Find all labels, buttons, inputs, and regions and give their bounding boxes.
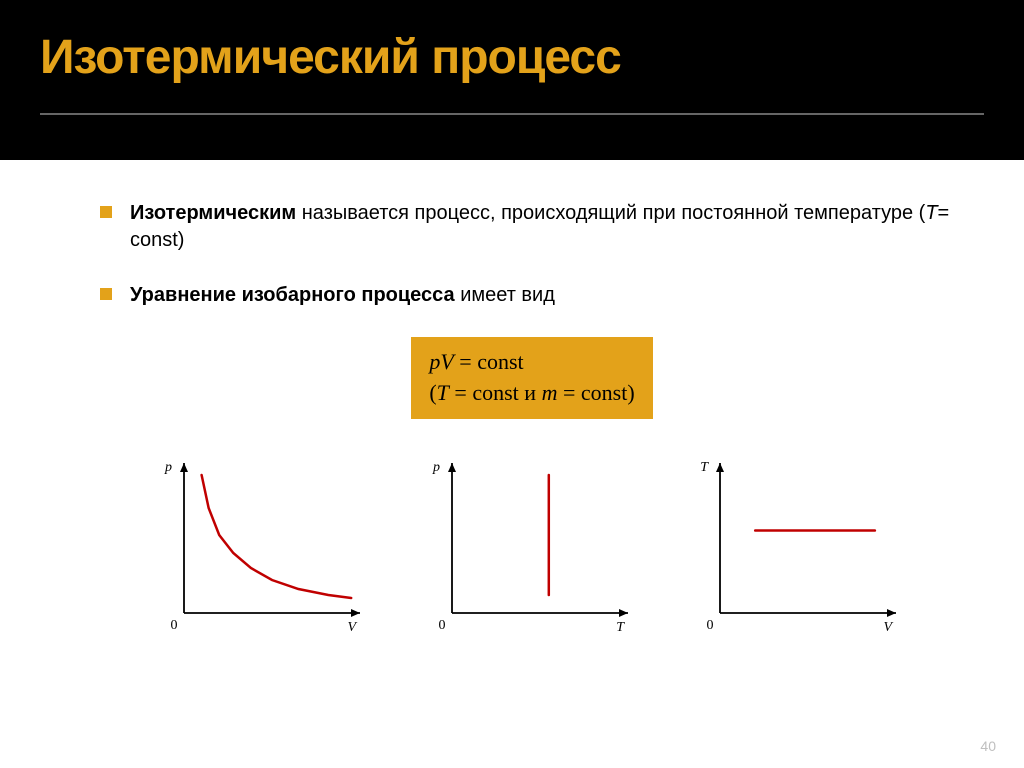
chart-pv: p V 0 <box>154 449 374 639</box>
svg-text:V: V <box>347 620 357 635</box>
chart-tv: T V 0 <box>690 449 910 639</box>
chart-pt: p T 0 <box>422 449 642 639</box>
bullet-text: Изотермическим называется процесс, проис… <box>130 200 964 254</box>
bullet-bold: Уравнение изобарного процесса <box>130 284 455 306</box>
equation-line-1: pV = const <box>429 347 634 378</box>
page-number: 40 <box>980 738 996 754</box>
chart-svg: p T 0 <box>422 449 642 639</box>
bullet-rest: называется процесс, происходящий при пос… <box>296 202 925 224</box>
bullet-item: Изотермическим называется процесс, проис… <box>100 200 964 254</box>
bullet-bold: Изотермическим <box>130 202 296 224</box>
chart-svg: T V 0 <box>690 449 910 639</box>
bullet-marker <box>100 206 112 218</box>
svg-text:p: p <box>164 460 172 475</box>
equation-box: pV = const (T = const и m = const) <box>411 337 652 419</box>
svg-text:T: T <box>616 620 625 635</box>
bullet-rest: имеет вид <box>455 284 555 306</box>
equation-wrap: pV = const (T = const и m = const) <box>100 337 964 419</box>
bullet-text: Уравнение изобарного процесса имеет вид <box>130 282 555 309</box>
svg-text:0: 0 <box>439 618 446 633</box>
charts-row: p V 0 p T 0 T V 0 <box>100 449 964 639</box>
bullet-item: Уравнение изобарного процесса имеет вид <box>100 282 964 309</box>
chart-svg: p V 0 <box>154 449 374 639</box>
slide-title: Изотермический процесс <box>40 30 984 85</box>
svg-text:0: 0 <box>707 618 714 633</box>
svg-text:V: V <box>883 620 893 635</box>
header-rule <box>40 113 984 115</box>
slide-header: Изотермический процесс <box>0 0 1024 160</box>
bullet-marker <box>100 288 112 300</box>
svg-text:0: 0 <box>171 618 178 633</box>
equation-line-2: (T = const и m = const) <box>429 378 634 409</box>
svg-text:T: T <box>700 460 709 475</box>
slide-content: Изотермическим называется процесс, проис… <box>0 160 1024 639</box>
bullet-var: T <box>925 202 937 224</box>
svg-text:p: p <box>432 460 440 475</box>
